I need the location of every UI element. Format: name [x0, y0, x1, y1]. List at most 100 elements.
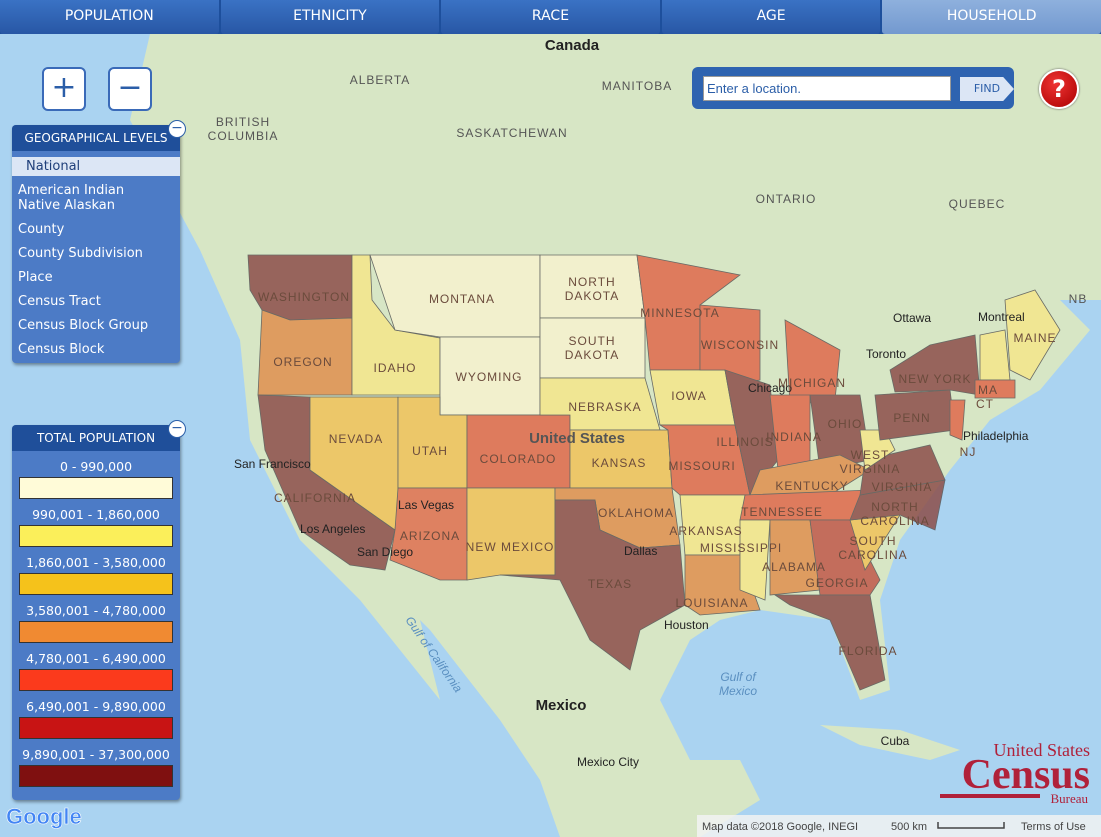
state-label: CALIFORNIA: [274, 491, 356, 505]
label: Canada: [545, 37, 600, 54]
label: SASKATCHEWAN: [456, 126, 567, 140]
label: ONTARIO: [756, 192, 817, 206]
geo-level[interactable]: Census Block: [18, 342, 105, 357]
state: [466, 487, 556, 581]
states: [247, 254, 1061, 691]
state-label: KENTUCKY: [775, 479, 848, 493]
collapse-button[interactable]: −: [168, 420, 186, 438]
geo-level[interactable]: National: [12, 157, 180, 176]
legend-swatch: [19, 525, 173, 547]
logo-text: Bureau: [1050, 791, 1088, 806]
legend-swatch: [19, 669, 173, 691]
legend-label: 4,780,001 - 6,490,000: [26, 651, 166, 666]
state: [351, 254, 441, 396]
tab[interactable]: RACE: [441, 0, 660, 34]
search-input[interactable]: Enter a location.: [703, 76, 951, 101]
zoom-out[interactable]: −: [108, 67, 152, 111]
state: [749, 454, 871, 496]
state: [979, 329, 1011, 381]
label: San Francisco: [234, 457, 311, 471]
state-label: NJ: [960, 445, 977, 459]
state-label: COLORADO: [480, 452, 557, 466]
label: QUEBEC: [949, 197, 1006, 211]
legend-swatch: [19, 477, 173, 499]
help-button[interactable]: ?: [1039, 69, 1079, 109]
state: [739, 519, 771, 601]
state-label: UTAH: [412, 444, 448, 458]
geo-level[interactable]: American Indian Native Alaskan: [18, 183, 125, 213]
zoom-in[interactable]: +: [42, 67, 86, 111]
logo-text: United States: [994, 740, 1091, 760]
state: [499, 499, 686, 671]
state-label: CT: [976, 397, 994, 411]
state-label: IOWA: [671, 389, 707, 403]
state: [974, 379, 1016, 399]
label: NB: [1069, 292, 1088, 306]
google-logo: Google: [6, 804, 82, 829]
state-label: PENN: [893, 411, 930, 425]
state-label: NEBRASKA: [568, 400, 641, 414]
state-label: TENNESSEE: [741, 505, 823, 519]
geo-level[interactable]: County: [18, 222, 65, 237]
state-label: NEW YORK: [898, 372, 971, 386]
state-label: OKLAHOMA: [598, 506, 674, 520]
label: Mexico: [536, 697, 587, 714]
state-label: SOUTH CAROLINA: [838, 534, 907, 562]
state-label: MA: [978, 383, 998, 397]
state-label: VIRGINIA: [872, 480, 933, 494]
geo-level[interactable]: Census Block Group: [18, 318, 149, 333]
legend-swatch: [19, 573, 173, 595]
geo-list: National American Indian Native Alaskan Co…: [12, 151, 180, 359]
legend-label: 6,490,001 - 9,890,000: [26, 699, 166, 714]
legend-swatch: [19, 717, 173, 739]
geo-level[interactable]: Census Tract: [18, 294, 101, 309]
state-label: TEXAS: [588, 577, 632, 591]
collapse-button[interactable]: −: [168, 120, 186, 138]
state-label: IDAHO: [373, 361, 416, 375]
state-label: OHIO: [828, 417, 863, 431]
state-label: MICHIGAN: [778, 376, 846, 390]
panel-title: GEOGRAPHICAL LEVELS: [12, 125, 180, 151]
legend-swatch: [19, 621, 173, 643]
state: [257, 309, 353, 396]
label: BRITISH COLUMBIA: [208, 115, 279, 143]
attribution: Map data ©2018 Google, INEGI: [702, 821, 858, 833]
find-button[interactable]: FIND: [960, 77, 1014, 101]
tab-bar: POPULATION ETHNICITY RACE AGE HOUSEHOLD: [0, 0, 1101, 34]
legend-label: 0 - 990,000: [59, 459, 133, 474]
geo-level[interactable]: County Subdivision: [18, 246, 143, 261]
label: Gulf of Mexico: [719, 670, 757, 698]
state: [949, 399, 966, 441]
state: [859, 429, 896, 471]
legend-label: 3,580,001 - 4,780,000: [26, 603, 166, 618]
label: ALBERTA: [350, 73, 411, 87]
label: Los Angeles: [300, 522, 365, 536]
geo-level[interactable]: Place: [18, 270, 53, 285]
legend-label: 1,860,001 - 3,580,000: [26, 555, 166, 570]
label: Toronto: [866, 347, 906, 361]
tab[interactable]: ETHNICITY: [220, 0, 440, 34]
state-label: OREGON: [273, 355, 332, 369]
legend-label: 9,890,001 - 37,300,000: [22, 747, 170, 762]
panel-title: TOTAL POPULATION: [12, 425, 180, 451]
state-label: WEST VIRGINIA: [840, 448, 901, 476]
tab[interactable]: HOUSEHOLD: [882, 0, 1101, 34]
footer-bg: [697, 815, 1101, 837]
state-label: MINNESOTA: [640, 306, 719, 320]
state-labels: WASHINGTON OREGON CALIFORNIA NEVADA IDAH…: [258, 275, 1056, 658]
state-label: MONTANA: [429, 292, 495, 306]
state-label: KANSAS: [592, 456, 647, 470]
state-label: INDIANA: [766, 430, 822, 444]
state-label: ARIZONA: [400, 529, 460, 543]
state-label: ALABAMA: [762, 560, 826, 574]
label: Las Vegas: [398, 498, 454, 512]
tab[interactable]: POPULATION: [0, 0, 219, 34]
tab[interactable]: AGE: [661, 0, 881, 34]
state-label: WASHINGTON: [258, 290, 350, 304]
state: [1004, 289, 1061, 381]
logo-bar: [940, 794, 1040, 798]
label: Cuba: [881, 734, 910, 748]
label: Philadelphia: [963, 429, 1029, 443]
terms-link[interactable]: Terms of Use: [1021, 821, 1086, 833]
